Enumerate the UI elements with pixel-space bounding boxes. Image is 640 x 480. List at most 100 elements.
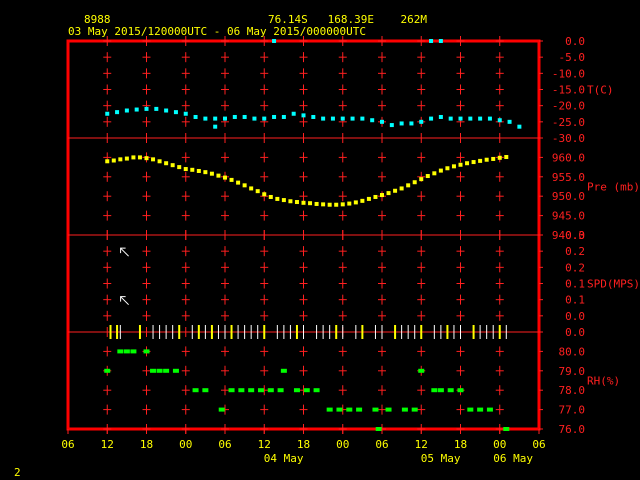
rh-point	[313, 388, 320, 393]
temperature-point	[272, 39, 277, 43]
pressure-point	[386, 191, 391, 196]
temperature-point	[340, 116, 345, 121]
pressure-point	[314, 201, 319, 206]
pressure-point	[419, 177, 424, 182]
rh-point	[411, 407, 418, 412]
temperature-point	[203, 116, 208, 121]
pressure-point	[236, 180, 241, 185]
pressure-point	[471, 160, 476, 165]
x-tick-label: 00	[179, 438, 192, 451]
wind-arrow	[120, 247, 129, 257]
pressure-point	[360, 198, 365, 203]
rh-point	[486, 407, 493, 412]
pressure-point	[275, 196, 280, 201]
rh-point	[336, 407, 343, 412]
rh-point	[202, 388, 209, 393]
page-number: 2	[14, 466, 21, 479]
pressure-point	[478, 158, 483, 163]
x-tick-label: 18	[297, 438, 310, 451]
rh-point	[123, 349, 130, 354]
temperature-point	[164, 108, 169, 113]
y-tick-label: -25.0	[552, 116, 585, 129]
temperature-point	[223, 116, 227, 121]
rh-point	[218, 407, 225, 412]
rh-point	[248, 388, 255, 393]
pressure-point	[190, 167, 195, 172]
pressure-point	[491, 156, 496, 161]
pressure-point	[288, 199, 293, 204]
temperature-point	[350, 116, 355, 121]
pressure-point	[223, 175, 227, 180]
temperature-point	[183, 111, 188, 116]
y-tick-label: -5.0	[559, 51, 586, 64]
pressure-point	[445, 166, 450, 171]
temperature-point	[154, 106, 159, 111]
pressure-point	[334, 202, 339, 207]
pressure-point	[157, 159, 162, 164]
temperature-point	[507, 119, 512, 124]
x-tick-label: 18	[454, 438, 467, 451]
x-tick-label: 06	[61, 438, 74, 451]
y-tick-label: -30.0	[552, 132, 585, 145]
pressure-point	[432, 171, 437, 176]
rh-point	[477, 407, 484, 412]
rh-point	[326, 407, 333, 412]
y-tick-label: 78.0	[559, 384, 586, 397]
rh-point	[303, 388, 310, 393]
pressure-point	[262, 192, 267, 197]
temperature-point	[429, 39, 434, 43]
temperature-point	[144, 106, 149, 111]
rh-point	[418, 368, 425, 373]
rh-point	[257, 388, 264, 393]
y-tick-label: 76.0	[559, 423, 586, 436]
pressure-point	[209, 171, 214, 176]
y-tick-label: 0.3	[565, 229, 585, 242]
temperature-point	[311, 114, 316, 119]
y-tick-label: 79.0	[559, 365, 586, 378]
pressure-point	[105, 159, 110, 164]
temperature-point	[252, 116, 257, 121]
pressure-point	[451, 164, 456, 169]
pressure-point	[203, 170, 208, 175]
temperature-point	[232, 114, 237, 119]
temperature-point	[272, 114, 277, 119]
pressure-point	[399, 186, 404, 191]
rh-point	[447, 388, 454, 393]
x-tick-label: 06	[218, 438, 231, 451]
plot-layer: 0.0 -5.0 -10.0 -15.0 -20.0 -25.0 -30.0 T(C) 960.…	[61, 35, 640, 465]
temperature-point	[105, 111, 110, 116]
temperature-point	[124, 108, 129, 113]
y-tick-label: 0.0	[565, 310, 585, 323]
rh-point	[143, 349, 150, 354]
y-tick-label: -15.0	[552, 84, 585, 97]
rh-point	[228, 388, 235, 393]
pressure-point	[380, 193, 384, 198]
temperature-point	[409, 121, 414, 126]
pressure-point	[137, 155, 142, 160]
pressure-point	[504, 155, 509, 160]
rh-point	[192, 388, 199, 393]
pressure-point	[327, 202, 332, 207]
temperature-point	[262, 116, 267, 121]
rh-point	[431, 388, 438, 393]
rh-point	[503, 427, 510, 431]
rh-point	[467, 407, 474, 412]
wind-arrow-head	[120, 247, 126, 254]
rh-point	[346, 407, 353, 412]
y-tick-label: 960.0	[552, 151, 585, 164]
pressure-point	[164, 161, 169, 166]
y-tick-label: 77.0	[559, 404, 586, 417]
station-id: 8988	[84, 13, 111, 26]
pressure-point	[393, 188, 398, 193]
pressure-point	[458, 162, 463, 167]
x-tick-label: 06	[375, 438, 388, 451]
pressure-point	[308, 201, 313, 206]
temperature-point	[370, 118, 375, 123]
x-tick-label: 18	[140, 438, 153, 451]
pressure-point	[131, 155, 136, 160]
temperature-point	[497, 118, 502, 123]
x-tick-label: 06	[532, 438, 545, 451]
pressure-point	[366, 196, 371, 201]
pressure-point	[347, 201, 352, 206]
